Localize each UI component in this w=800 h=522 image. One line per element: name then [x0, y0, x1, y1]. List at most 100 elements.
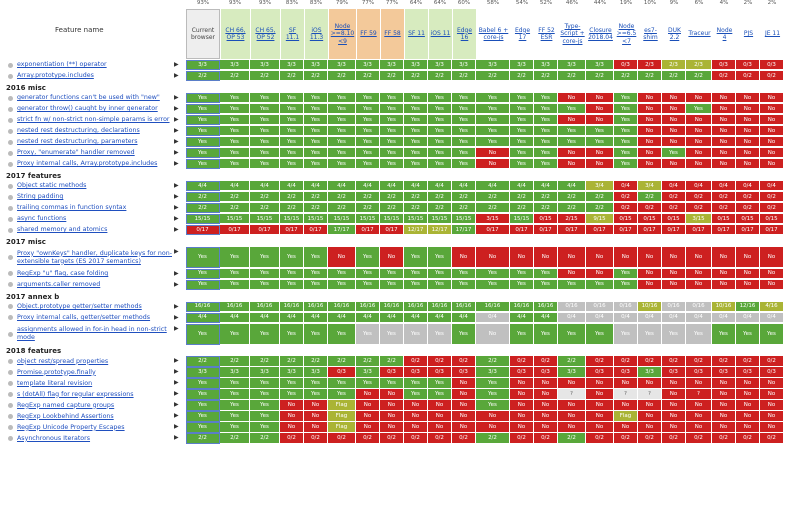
result-cell[interactable]: Yes [186, 422, 220, 433]
result-cell[interactable]: No [452, 247, 476, 268]
result-cell[interactable]: Yes [428, 247, 452, 268]
result-cell[interactable]: Yes [304, 279, 328, 290]
result-cell[interactable]: No [304, 400, 328, 411]
result-cell[interactable]: 2/2 [220, 356, 250, 367]
result-cell[interactable]: 16/16 [356, 301, 380, 312]
result-cell[interactable]: 4/4 [280, 312, 304, 323]
column-header[interactable]: Node >=6.5 <7 [614, 9, 638, 59]
result-cell[interactable]: No [534, 378, 558, 389]
result-cell[interactable]: No [760, 159, 784, 170]
result-cell[interactable]: Yes [186, 148, 220, 159]
result-cell[interactable]: Yes [304, 389, 328, 400]
expand-bullet-icon[interactable] [8, 359, 13, 365]
result-cell[interactable]: Yes [510, 137, 534, 148]
result-cell[interactable]: No [586, 268, 614, 279]
result-cell[interactable]: No [686, 148, 712, 159]
result-cell[interactable]: 4/16 [760, 301, 784, 312]
result-cell[interactable]: No [452, 378, 476, 389]
result-cell[interactable]: 0/15 [638, 214, 662, 225]
result-cell[interactable]: 4/4 [404, 312, 428, 323]
result-cell[interactable]: 3/3 [380, 60, 404, 71]
result-cell[interactable]: No [686, 137, 712, 148]
result-cell[interactable]: No [428, 422, 452, 433]
result-cell[interactable]: 0/2 [662, 356, 686, 367]
feature-link[interactable]: Proxy "ownKeys" handler, duplicate keys … [8, 247, 176, 268]
result-cell[interactable]: Yes [380, 126, 404, 137]
result-cell[interactable]: Yes [356, 323, 380, 345]
feature-link[interactable]: nested rest destructuring, parameters [8, 137, 176, 147]
result-cell[interactable]: Yes [380, 115, 404, 126]
result-cell[interactable]: Yes [614, 279, 638, 290]
result-cell[interactable]: No [586, 378, 614, 389]
result-cell[interactable]: 0/2 [760, 433, 784, 444]
result-cell[interactable]: No [760, 247, 784, 268]
result-cell[interactable]: Yes [452, 104, 476, 115]
result-cell[interactable]: 0/17 [510, 225, 534, 236]
result-cell[interactable]: No [638, 126, 662, 137]
column-header[interactable]: PJS [736, 9, 760, 59]
result-cell[interactable]: Yes [510, 104, 534, 115]
result-cell[interactable]: 4/4 [404, 181, 428, 192]
result-cell[interactable]: Yes [586, 126, 614, 137]
result-cell[interactable]: 3/3 [476, 367, 510, 378]
result-cell[interactable]: 3/3 [250, 60, 280, 71]
result-cell[interactable]: No [356, 389, 380, 400]
result-cell[interactable]: Yes [356, 137, 380, 148]
result-cell[interactable]: 0/2 [662, 433, 686, 444]
column-header[interactable]: es7-shim [638, 9, 662, 59]
result-cell[interactable]: Yes [220, 137, 250, 148]
result-cell[interactable]: 2/2 [662, 71, 686, 82]
result-cell[interactable]: Yes [476, 93, 510, 104]
feature-link[interactable]: RegExp "u" flag, case folding [8, 269, 176, 279]
result-cell[interactable]: Yes [356, 93, 380, 104]
result-cell[interactable]: 0/15 [662, 214, 686, 225]
result-cell[interactable]: 0/17 [586, 225, 614, 236]
result-cell[interactable]: Yes [452, 159, 476, 170]
expand-bullet-icon[interactable] [8, 425, 13, 431]
result-cell[interactable]: Yes [220, 268, 250, 279]
result-cell[interactable]: 16/16 [510, 301, 534, 312]
result-cell[interactable]: 2/15 [558, 214, 586, 225]
column-header[interactable]: iOS 11 [428, 9, 452, 59]
result-cell[interactable]: No [712, 115, 736, 126]
result-cell[interactable]: No [712, 389, 736, 400]
result-cell[interactable]: Yes [250, 378, 280, 389]
result-cell[interactable]: 2/2 [280, 203, 304, 214]
result-cell[interactable]: 2/2 [250, 433, 280, 444]
result-cell[interactable]: Yes [250, 422, 280, 433]
result-cell[interactable]: 0/15 [736, 214, 760, 225]
result-cell[interactable]: Yes [428, 126, 452, 137]
result-cell[interactable]: No [760, 93, 784, 104]
result-cell[interactable]: 0/3 [586, 367, 614, 378]
result-cell[interactable]: Yes [186, 411, 220, 422]
result-cell[interactable]: 0/2 [614, 203, 638, 214]
expand-arrow-icon[interactable]: ▶ [174, 269, 179, 277]
result-cell[interactable]: No [638, 159, 662, 170]
result-cell[interactable]: 0/2 [638, 433, 662, 444]
result-cell[interactable]: No [736, 126, 760, 137]
result-cell[interactable]: 3/3 [586, 60, 614, 71]
result-cell[interactable]: 15/15 [186, 214, 220, 225]
result-cell[interactable]: Yes [404, 148, 428, 159]
result-cell[interactable]: Yes [220, 422, 250, 433]
result-cell[interactable]: No [662, 389, 686, 400]
result-cell[interactable]: Yes [558, 137, 586, 148]
result-cell[interactable]: No [380, 411, 404, 422]
result-cell[interactable]: 0/2 [686, 192, 712, 203]
result-cell[interactable]: 0/15 [760, 214, 784, 225]
expand-bullet-icon[interactable] [8, 139, 13, 145]
result-cell[interactable]: Yes [250, 389, 280, 400]
result-cell[interactable]: Yes [558, 104, 586, 115]
result-cell[interactable]: No [558, 268, 586, 279]
result-cell[interactable]: Yes [428, 389, 452, 400]
result-cell[interactable]: Yes [280, 137, 304, 148]
result-cell[interactable]: Yes [452, 137, 476, 148]
column-header[interactable]: FF 52 ESR [534, 9, 558, 59]
result-cell[interactable]: 0/3 [452, 367, 476, 378]
column-header[interactable]: FF 59 [356, 9, 380, 59]
result-cell[interactable]: 0/17 [614, 225, 638, 236]
result-cell[interactable]: 2/2 [356, 71, 380, 82]
expand-arrow-icon[interactable]: ▶ [174, 105, 179, 112]
result-cell[interactable]: Yes [186, 279, 220, 290]
result-cell[interactable]: Yes [452, 93, 476, 104]
